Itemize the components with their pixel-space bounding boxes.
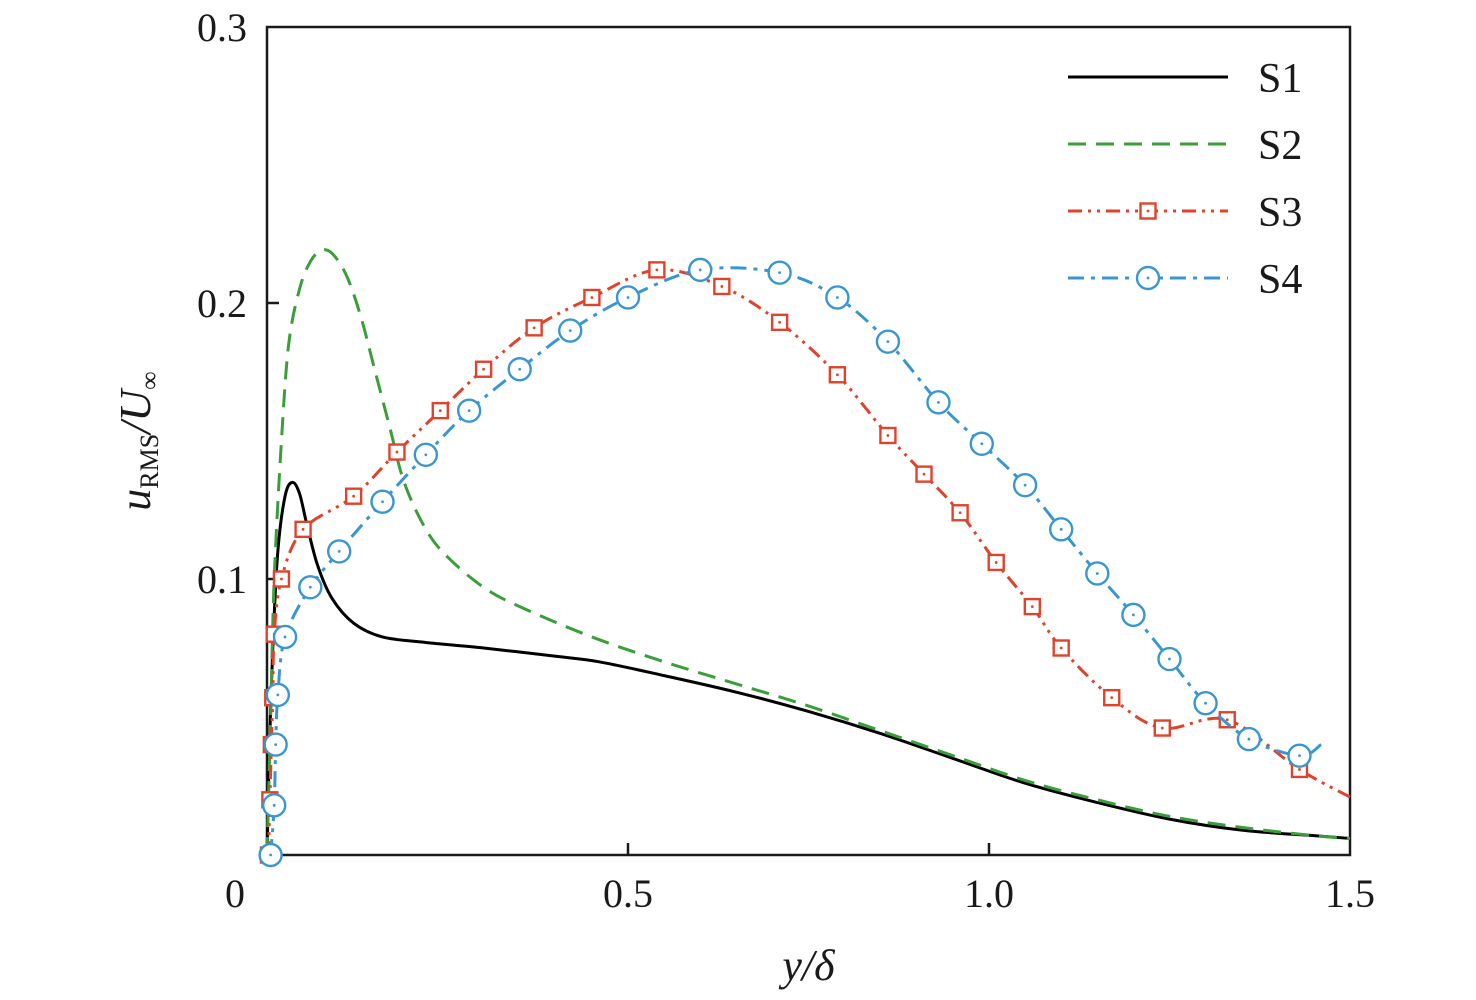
data-point-s3-dot: [1110, 696, 1114, 700]
data-point-s3-dot: [778, 320, 782, 324]
y-axis-label: uRMS/U∞: [111, 371, 164, 510]
data-point-s4-dot: [381, 500, 384, 504]
y-axis-label-tail-sub: ∞: [135, 371, 164, 390]
legend-label: S3: [1258, 190, 1302, 236]
legend-label: S1: [1258, 56, 1302, 102]
plot-frame: [265, 25, 1352, 857]
data-point-s4-dot: [626, 296, 630, 299]
data-point-s3-dot: [1298, 768, 1301, 771]
data-point-s4-dot: [1095, 572, 1099, 575]
y-axis-ticks: 0.1 0.2 0.3: [197, 5, 279, 602]
data-point-s4-dot: [835, 296, 839, 299]
data-point-s4-dot: [269, 853, 273, 857]
data-point-s3-dot: [655, 268, 659, 272]
data-point-s3-dot: [1059, 646, 1063, 650]
data-point-s4-dot: [518, 367, 522, 371]
data-point-s3-dot: [958, 511, 962, 515]
legend-item-s3: S3: [1068, 190, 1302, 236]
data-point-s4-dot: [1132, 613, 1135, 617]
data-point-s4-dot: [1204, 701, 1207, 705]
data-point-s4-dot: [568, 329, 572, 332]
y-tick-label: 0.1: [197, 557, 247, 602]
data-point-s4-dot: [1023, 483, 1027, 487]
data-point-s3-dot: [1225, 718, 1229, 722]
data-point-s3-dot: [301, 527, 305, 531]
data-point-s3-dot: [835, 373, 839, 377]
y-axis-label-sub: RMS: [135, 434, 164, 489]
series-s4: [258, 257, 1322, 868]
data-point-s3-dot: [922, 472, 926, 476]
data-point-s3-dot: [395, 450, 399, 454]
y-axis-label-main: u: [111, 489, 160, 511]
data-point-s3-dot: [1030, 605, 1034, 608]
legend-marker-dot: [1146, 276, 1150, 280]
x-tick-label: 1.5: [1325, 871, 1375, 916]
series-line-s2: [265, 248, 1351, 856]
y-tick-label: 0.2: [197, 281, 247, 326]
data-point-s4-dot: [1247, 737, 1251, 741]
data-point-s4-dot: [424, 453, 428, 457]
legend-item-s2: S2: [1068, 123, 1302, 169]
data-point-s4-dot: [283, 635, 287, 639]
data-point-s4-dot: [308, 585, 312, 589]
data-point-s4-dot: [337, 550, 341, 553]
data-point-s4-dot: [1168, 657, 1171, 661]
data-point-s4-dot: [886, 340, 890, 344]
data-point-s3-dot: [590, 296, 594, 299]
data-point-s4-dot: [1059, 527, 1063, 531]
data-point-s3-dot: [994, 561, 998, 564]
data-point-s3-dot: [482, 367, 485, 371]
data-point-s3-dot: [352, 494, 356, 498]
data-point-s3-dot: [1160, 726, 1164, 730]
data-point-s4-dot: [698, 268, 702, 272]
legend-label: S4: [1258, 257, 1302, 303]
x-tick-label: 1.0: [964, 871, 1014, 916]
data-point-s3-dot: [280, 577, 283, 581]
legend-item-s4: S4: [1068, 257, 1302, 303]
x-axis-ticks: 0 0.5 1.0 1.5: [225, 843, 1375, 916]
legend-label: S2: [1258, 123, 1302, 169]
series-s2: [265, 248, 1351, 856]
series-line-s4: [269, 266, 1322, 856]
x-axis-label: y/δ: [778, 941, 836, 990]
series-line-s1: [265, 480, 1351, 856]
data-point-s4-dot: [272, 803, 276, 807]
y-axis-label-tail: /U: [111, 387, 160, 437]
legend-marker-dot: [1146, 209, 1150, 213]
data-point-s3-dot: [438, 409, 442, 413]
x-tick-label: 0.5: [603, 871, 653, 916]
series-layer: [258, 248, 1351, 868]
data-point-s4-dot: [274, 743, 278, 746]
x-tick-label: 0: [225, 871, 245, 916]
legend-item-s1: S1: [1068, 56, 1302, 102]
data-point-s4-dot: [1298, 754, 1301, 758]
series-s1: [265, 480, 1351, 856]
data-point-s3-dot: [720, 285, 724, 288]
legend: S1 S2 S3 S4: [1068, 56, 1302, 303]
data-point-s4-dot: [778, 271, 782, 275]
data-point-s3-dot: [886, 434, 890, 437]
data-point-s3-dot: [532, 326, 536, 330]
data-point-s4-dot: [980, 442, 984, 446]
data-point-s4-dot: [467, 409, 471, 413]
data-point-s4-dot: [276, 693, 280, 697]
y-tick-label: 0.3: [197, 5, 247, 50]
data-point-s4-dot: [937, 400, 940, 404]
